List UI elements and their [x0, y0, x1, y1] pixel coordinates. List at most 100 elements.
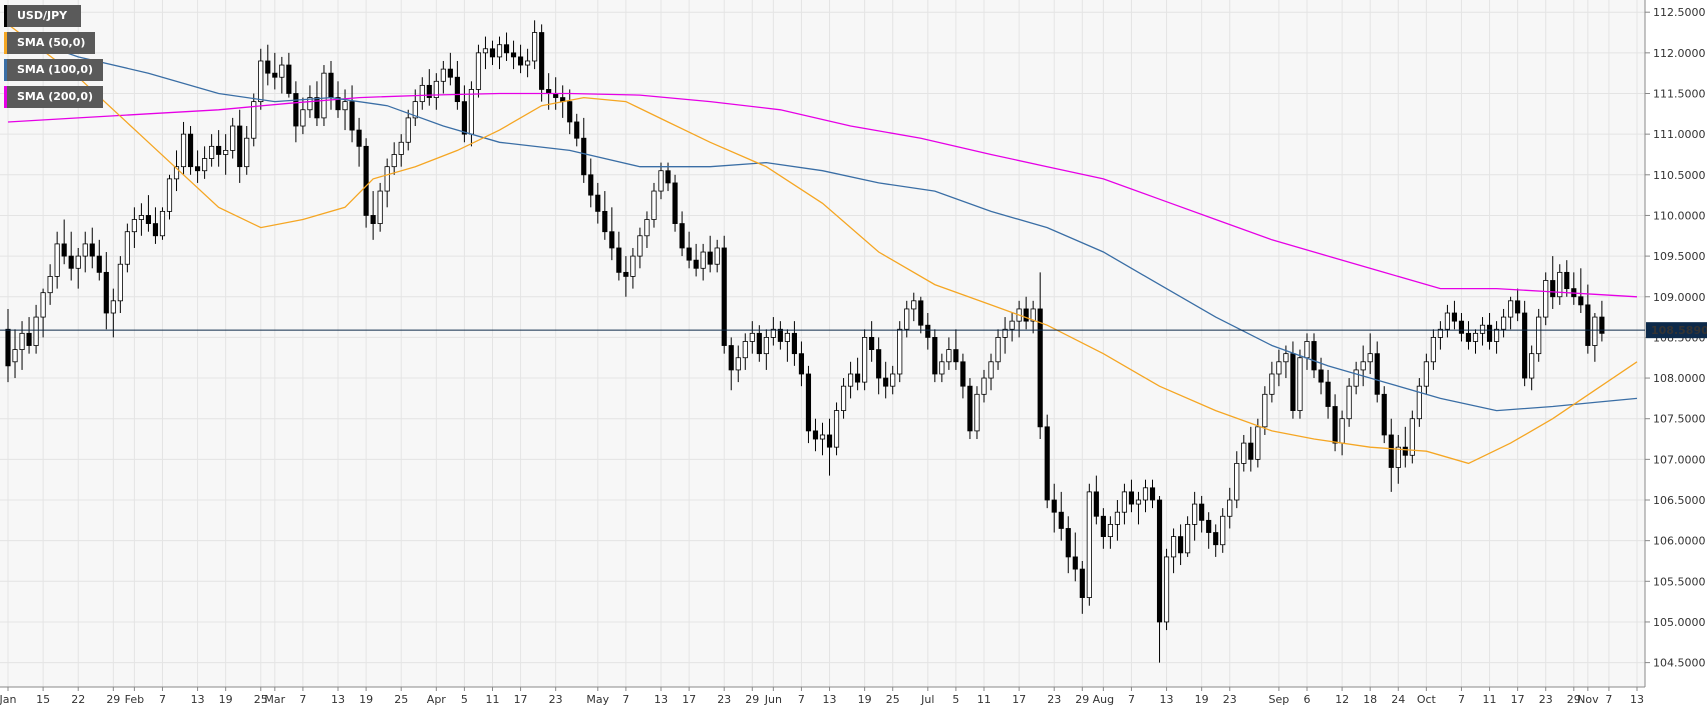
candle-body	[1430, 337, 1436, 363]
candle	[370, 191, 376, 240]
candle-body	[1493, 328, 1500, 342]
candle-body	[1171, 536, 1177, 558]
candle	[925, 313, 931, 350]
legend-sma-200[interactable]: SMA (200,0)	[4, 86, 104, 108]
candle-body	[152, 223, 159, 237]
legend-sma-50-swatch	[4, 32, 7, 54]
x-tick-label: 12	[1335, 693, 1349, 706]
candle	[609, 207, 615, 261]
x-tick-label: 11	[485, 693, 499, 706]
candle-body	[1486, 324, 1493, 342]
candle-body	[1515, 300, 1521, 314]
candle-body	[124, 231, 130, 265]
candle	[489, 40, 496, 66]
candle-body	[356, 129, 362, 147]
candle-body	[75, 255, 81, 269]
candle	[454, 60, 460, 110]
candle-body	[68, 255, 74, 269]
candle	[440, 60, 446, 94]
candle	[1416, 378, 1422, 427]
y-tick-label: 106.0000	[1653, 535, 1706, 548]
candle	[791, 321, 797, 366]
legend-sma-50[interactable]: SMA (50,0)	[4, 32, 96, 54]
candle	[1585, 284, 1591, 354]
candle-body	[1185, 523, 1191, 554]
candle-body	[265, 60, 271, 74]
candle	[1079, 560, 1085, 614]
candle	[1409, 410, 1415, 464]
candle	[103, 252, 109, 330]
candle	[995, 329, 1001, 370]
candle	[939, 353, 945, 383]
candle-body	[525, 60, 531, 66]
candle	[637, 227, 643, 269]
candle-body	[47, 276, 53, 294]
indicator-legend: USD/JPY SMA (50,0) SMA (100,0) SMA (200,…	[4, 5, 104, 113]
legend-usdjpy-swatch	[4, 5, 7, 27]
sma-100-line	[7, 31, 1638, 412]
candle-body	[377, 190, 383, 224]
candle	[1599, 300, 1605, 342]
candle	[1114, 500, 1120, 541]
candle	[763, 329, 769, 370]
candle-body	[756, 332, 762, 355]
candle-body	[89, 243, 95, 257]
x-tick-label: 5	[461, 693, 468, 706]
candle-body	[110, 300, 116, 314]
candle-body	[272, 72, 278, 78]
candle	[1346, 378, 1352, 427]
candle	[152, 207, 159, 244]
candle-body	[1472, 332, 1479, 342]
x-tick-label: 13	[1160, 693, 1174, 706]
candle-body	[1437, 328, 1443, 338]
candle-body	[1592, 316, 1598, 346]
candle-body	[173, 166, 180, 180]
candle	[1051, 483, 1057, 533]
x-tick-label: Aug	[1093, 693, 1114, 706]
candle-body	[517, 56, 524, 66]
y-tick-label: 111.0000	[1653, 128, 1706, 141]
candle	[216, 130, 222, 167]
candle	[1437, 321, 1443, 350]
y-tick-label: 107.0000	[1653, 453, 1706, 466]
candle-body	[1381, 393, 1387, 436]
candle	[398, 134, 404, 167]
candle-body	[1044, 426, 1050, 501]
candle-body	[5, 328, 11, 367]
x-tick-label: 24	[1391, 693, 1405, 706]
candle-body	[1262, 393, 1268, 428]
x-tick-label: 13	[331, 693, 345, 706]
current-price-marker: 108.58900	[0, 322, 1707, 339]
candle-body	[1227, 499, 1233, 517]
candle-body	[946, 349, 952, 363]
candle-body	[714, 247, 720, 265]
candle-body	[1353, 369, 1359, 387]
candle	[342, 89, 348, 131]
candle	[1311, 333, 1317, 379]
candle-body	[12, 349, 18, 363]
legend-sma-100[interactable]: SMA (100,0)	[4, 59, 104, 81]
legend-usdjpy[interactable]: USD/JPY	[4, 5, 81, 27]
x-tick-label: Jun	[764, 693, 782, 706]
candle-body	[862, 337, 868, 383]
candle-body	[195, 166, 201, 172]
candle	[988, 353, 994, 391]
candle	[833, 402, 840, 456]
candle	[82, 231, 88, 273]
candle-body	[658, 170, 664, 192]
candle-body	[1234, 463, 1240, 501]
candle	[363, 138, 369, 228]
candle	[602, 191, 608, 240]
candle-body	[840, 385, 847, 411]
candle-body	[995, 337, 1001, 363]
plot-background	[0, 0, 1645, 687]
candle-body	[1135, 499, 1142, 505]
candle-body	[988, 361, 994, 379]
candle-body	[1402, 446, 1408, 456]
candle-body	[953, 349, 959, 363]
candle	[195, 150, 201, 183]
candle-body	[307, 97, 313, 111]
candle-body	[510, 52, 517, 58]
candle	[1564, 260, 1570, 297]
